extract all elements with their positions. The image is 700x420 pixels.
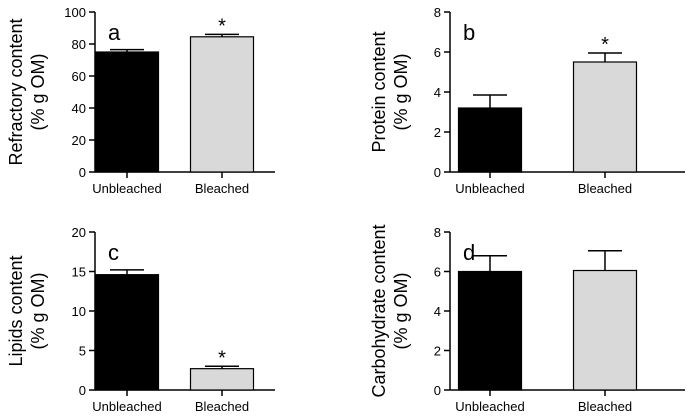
y-axis-title: Protein content (% g OM) [369, 31, 411, 152]
panel-d: 0 2 4 6 8 Unbleached Bleached d Carbohydrate con… [369, 224, 685, 414]
panel-letter: a [108, 20, 121, 45]
bar-bleached [189, 36, 255, 173]
y-tick-label: 80 [72, 37, 86, 52]
y-axis-title: Carbohydrate content (% g OM) [369, 224, 411, 397]
y-tick-label: 6 [434, 45, 441, 60]
y-tick-label: 60 [72, 69, 86, 84]
x-tick-label: Unbleached [455, 181, 524, 196]
panel-letter: b [463, 20, 475, 45]
y-tick-label: 0 [79, 165, 86, 180]
bar-bleached [572, 61, 638, 173]
bar-unbleached [94, 51, 160, 173]
y-tick-label: 2 [434, 125, 441, 140]
panel-c: 0 5 10 15 20 Unbleached Bleached * c Lipids conte… [6, 225, 275, 414]
bar-bleached [189, 368, 255, 391]
y-tick-label: 4 [434, 304, 441, 319]
y-tick-label: 0 [79, 383, 86, 398]
x-tick-label: Unbleached [455, 399, 524, 414]
y-axis-title-line: (% g OM) [28, 272, 48, 349]
x-tick-label: Unbleached [92, 181, 161, 196]
y-axis-title-line: Carbohydrate content [369, 224, 389, 397]
panel-letter: d [463, 240, 475, 265]
y-tick-label: 15 [72, 265, 86, 280]
y-tick-label: 4 [434, 85, 441, 100]
x-tick-label: Bleached [195, 399, 249, 414]
y-axis-title-line: (% g OM) [391, 53, 411, 130]
y-tick-label: 8 [434, 225, 441, 240]
y-tick-label: 40 [72, 101, 86, 116]
x-tick-label: Unbleached [92, 399, 161, 414]
y-axis-title-line: Protein content [369, 31, 389, 152]
y-tick-label: 2 [434, 344, 441, 359]
significance-star: * [218, 347, 226, 369]
y-tick-label: 6 [434, 265, 441, 280]
y-axis-title: Refractory content (% g OM) [6, 18, 48, 165]
bar-bleached [572, 269, 638, 391]
y-tick-label: 0 [434, 383, 441, 398]
x-tick-label: Bleached [578, 399, 632, 414]
y-tick-label: 100 [64, 5, 86, 20]
bar-unbleached [457, 270, 523, 391]
significance-star: * [601, 34, 609, 56]
panel-a: 0 20 40 60 80 100 Unbleached Bleached * a Refracto… [6, 5, 275, 196]
y-tick-label: 0 [434, 165, 441, 180]
significance-star: * [218, 15, 226, 37]
y-tick-label: 8 [434, 5, 441, 20]
y-tick-label: 5 [79, 344, 86, 359]
y-tick-label: 10 [72, 304, 86, 319]
y-tick-label: 20 [72, 133, 86, 148]
y-axis-title-line: (% g OM) [391, 272, 411, 349]
y-axis-title-line: Refractory content [6, 18, 26, 165]
y-axis-title-line: (% g OM) [28, 53, 48, 130]
bar-unbleached [94, 274, 160, 391]
panel-b: 0 2 4 6 8 Unbleached Bleached * b Protein content… [369, 5, 685, 196]
bar-unbleached [457, 107, 523, 173]
x-tick-label: Bleached [195, 181, 249, 196]
y-tick-label: 20 [72, 225, 86, 240]
x-tick-label: Bleached [578, 181, 632, 196]
y-axis-title: Lipids content (% g OM) [6, 255, 48, 366]
panel-letter: c [108, 240, 119, 265]
y-axis-title-line: Lipids content [6, 255, 26, 366]
